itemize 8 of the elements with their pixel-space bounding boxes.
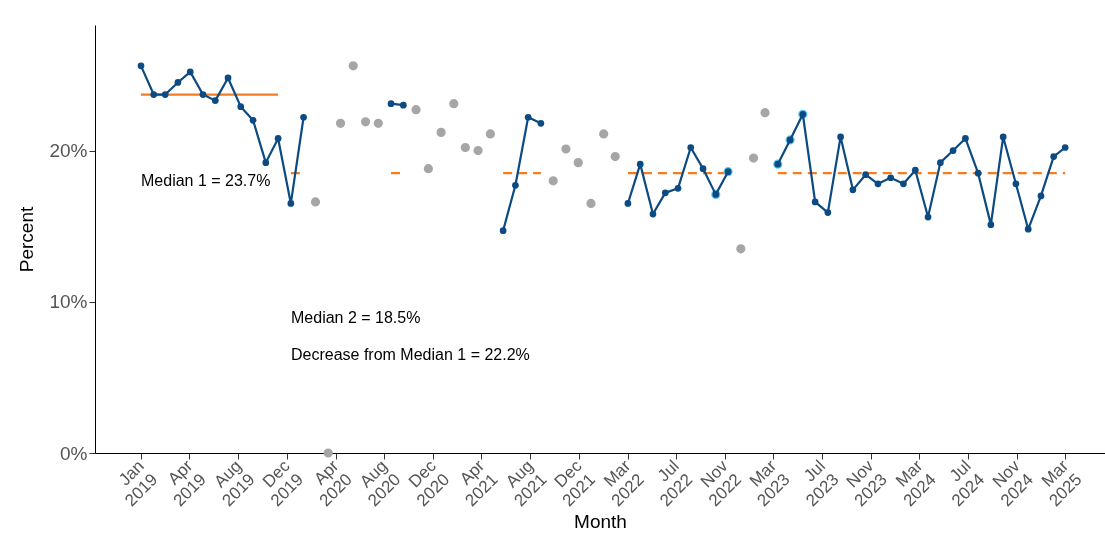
annotation: Median 1 = 23.7% <box>141 172 271 189</box>
annotation: Median 2 = 18.5% <box>291 309 421 326</box>
y-tick-label: 0% <box>60 442 88 464</box>
y-tick-label: 10% <box>49 291 88 313</box>
x-axis-title: Month <box>574 511 627 533</box>
y-axis-title: Percent <box>16 206 38 273</box>
annotation: Decrease from Median 1 = 22.2% <box>291 346 530 363</box>
y-tick-label: 20% <box>49 140 88 162</box>
